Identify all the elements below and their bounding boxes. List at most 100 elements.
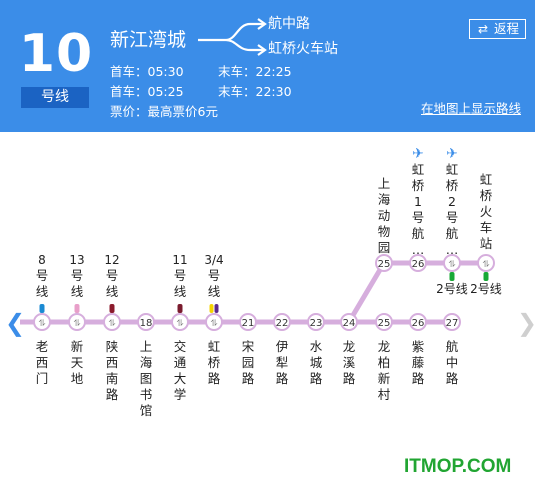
destination-1: 航中路 [268, 16, 310, 32]
station-name: 桥 [412, 178, 425, 193]
station-name: 交 [174, 339, 187, 354]
watermark-text: ITMOP.COM [404, 456, 512, 477]
station-name: 南 [106, 371, 119, 386]
station-name: 伊 [276, 339, 289, 354]
station-circle [68, 313, 86, 331]
station-circle [171, 313, 189, 331]
transfer-icon: ⥮ [74, 319, 81, 329]
branch-station-2: ⥮ [443, 254, 461, 272]
station-name: 动 [378, 208, 391, 223]
station-name: 路 [242, 371, 255, 386]
station-name: 龙 [378, 339, 391, 354]
station-circle [307, 313, 325, 331]
transfer-icon: ⥮ [177, 319, 184, 329]
station-name: 航 [446, 339, 459, 354]
station-circle [409, 313, 427, 331]
station-4: ⥮ [171, 313, 189, 331]
station-10: 25 [375, 313, 393, 331]
station-11: 26 [409, 313, 427, 331]
transfer-line-label: 号 [71, 268, 84, 283]
station-name: 站 [480, 236, 493, 251]
station-circle [205, 313, 223, 331]
station-name: 海 [378, 192, 391, 207]
schedule-2-last: 末车：22:30 [218, 84, 292, 99]
transfer-marker [39, 304, 45, 313]
chevron-right-icon[interactable]: ❯ [517, 309, 535, 337]
station-name: 园 [242, 355, 255, 370]
station-9: 24 [340, 313, 358, 331]
station-name: 园 [378, 240, 391, 255]
station-7: 22 [273, 313, 291, 331]
transfer-icon: ⥮ [211, 319, 218, 329]
station-name: 门 [36, 371, 49, 386]
branch-station-3: ⥮ [477, 254, 495, 272]
station-name: 天 [71, 355, 84, 370]
transfer-marker [109, 304, 115, 313]
plane-icon: ✈ [412, 146, 424, 162]
swap-arrows-icon: ⇄ [477, 22, 489, 36]
station-name: 藤 [412, 355, 425, 370]
station-name: 通 [174, 355, 187, 370]
station-number: 22 [276, 318, 289, 329]
transfer-line-label: 线 [174, 284, 187, 299]
line-header: 10 号线 新江湾城 航中路 虹桥火车站 首车：05:30 末车：22:25 首… [0, 0, 535, 132]
station-name: 上 [378, 176, 391, 191]
transfer-line-label: 3/4 [204, 253, 223, 267]
station-name: 书 [140, 387, 153, 402]
station-name: 海 [140, 355, 153, 370]
station-name: 村 [378, 387, 391, 402]
station-number: 27 [446, 318, 459, 329]
station-12: 27 [443, 313, 461, 331]
station-name: 桥 [480, 188, 493, 203]
transfer-line-label: 12 [104, 253, 119, 267]
station-8: 23 [307, 313, 325, 331]
station-name: 路 [310, 371, 323, 386]
schedule-2-first: 首车：05:25 [110, 84, 184, 99]
station-name: 水 [310, 339, 323, 354]
station-name: 路 [106, 387, 119, 402]
show-on-map-link[interactable]: 在地图上显示路线 [421, 101, 522, 116]
station-name: 西 [106, 355, 119, 370]
station-name: 图 [140, 371, 153, 386]
transfer-marker [214, 304, 219, 313]
transfer-line-label: 号 [36, 268, 49, 283]
station-name: 虹 [446, 162, 459, 177]
transfer-line-label: 号 [106, 268, 119, 283]
transfer-line-label: 线 [71, 284, 84, 299]
station-1: ⥮ [68, 313, 86, 331]
station-name: 犁 [276, 355, 289, 370]
station-circle [340, 313, 358, 331]
fare-text: 票价：最高票价6元 [110, 104, 218, 119]
station-name: 上 [140, 339, 153, 354]
origin-station: 新江湾城 [110, 29, 187, 51]
transfer-line-label: 8 [38, 253, 46, 267]
station-number: 26 [412, 259, 425, 270]
transfer-line-label: 2号线 [436, 282, 468, 296]
station-name: 地 [71, 371, 84, 386]
transfer-icon: ⥮ [39, 319, 46, 329]
station-circle [103, 313, 121, 331]
station-name: 号 [446, 210, 459, 225]
station-circle [375, 254, 393, 272]
line-number: 10 [18, 24, 94, 84]
plane-icon: ✈ [446, 146, 458, 162]
station-number: 24 [343, 318, 356, 329]
route-diagram: 8号线⥮老西门13号线⥮新天地12号线⥮陕西南路18上海图书馆11号线⥮交通大学… [20, 146, 502, 418]
station-circle [443, 313, 461, 331]
return-button[interactable]: ⇄ 返程 [469, 19, 526, 39]
station-circle [477, 254, 495, 272]
station-number: 18 [140, 318, 153, 329]
station-name: 学 [174, 387, 187, 402]
station-number: 25 [378, 259, 391, 270]
transfer-line-label: 线 [36, 284, 49, 299]
station-name: 陕 [106, 339, 119, 354]
station-name: 路 [276, 371, 289, 386]
station-circle [375, 313, 393, 331]
station-name: 车 [480, 220, 493, 235]
station-name: 1 [414, 194, 422, 209]
station-name: 大 [174, 371, 187, 386]
schedule-1-first: 首车：05:30 [110, 64, 184, 79]
station-0: ⥮ [33, 313, 51, 331]
station-name: 溪 [343, 355, 356, 370]
chevron-left-icon[interactable]: ❮ [5, 309, 26, 337]
